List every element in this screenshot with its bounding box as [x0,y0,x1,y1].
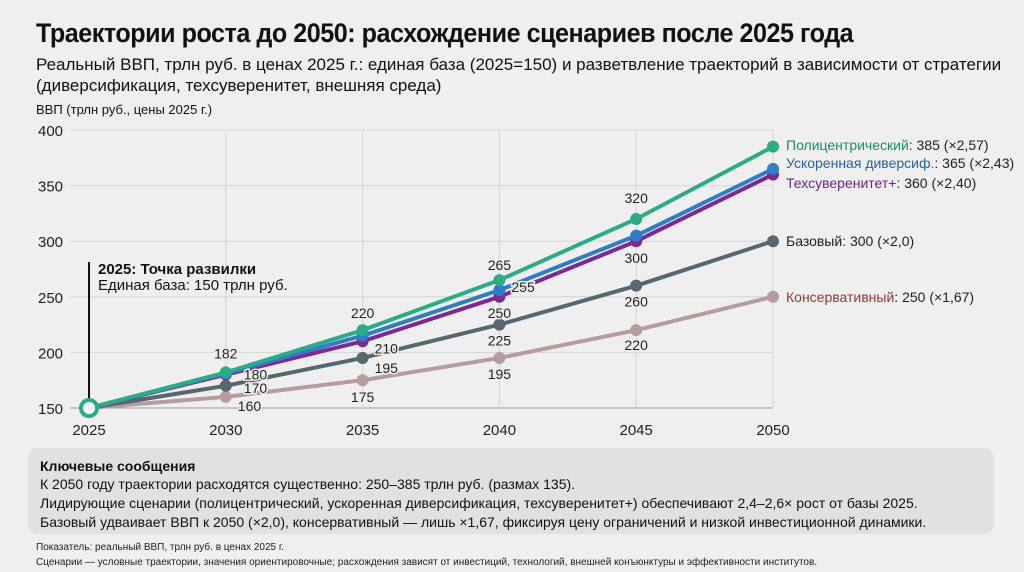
key-messages-heading: Ключевые сообщения [40,458,196,474]
key-message: К 2050 году траектории расходятся сущест… [40,476,576,492]
series-end-label: Базовый: 300 (×2,0) [786,233,914,249]
x-tick-label: 2035 [346,422,379,439]
data-label: 195 [375,360,399,376]
data-point [219,379,232,392]
footnote: Сценарии — условные траектории, значения… [36,557,818,568]
base-point [79,398,99,418]
key-message: Лидирующие сценарии (полицентрический, у… [40,495,918,511]
data-label: 255 [511,279,535,295]
data-label: 210 [375,340,399,356]
y-tick-label: 300 [38,234,63,251]
data-point [767,235,779,248]
data-point [219,366,232,379]
x-tick-label: 2025 [72,422,105,439]
data-point [630,324,643,337]
y-tick-label: 150 [38,401,63,418]
series-end-value: : 300 (×2,0) [842,233,914,249]
series-end-label: Консервативный: 250 (×1,67) [786,289,974,305]
series-name: Полицентрический [786,137,909,153]
data-point [493,351,506,364]
x-tick-label: 2050 [756,422,789,439]
y-axis-label: ВВП (трлн руб., цены 2025 г.) [36,102,213,117]
data-label: 225 [488,333,512,349]
data-label: 320 [625,190,649,206]
data-point [630,279,643,292]
data-point [493,274,506,287]
data-label: 300 [625,250,649,266]
series-name: Техсуверенитет+ [786,175,896,191]
series-line [88,144,774,410]
data-point [493,318,506,331]
data-label: 182 [214,345,238,361]
x-tick-label: 2040 [483,422,516,439]
data-point [767,140,779,153]
data-point [356,324,369,337]
data-label: 180 [244,367,268,383]
series-line [88,239,774,410]
series-end-value: : 250 (×1,67) [894,289,974,305]
data-label: 220 [351,305,375,321]
series-name: Консервативный [786,289,894,305]
y-tick-label: 250 [38,290,63,307]
annotation-text: Единая база: 150 трлн руб. [98,277,288,294]
data-label: 220 [625,337,649,353]
series-end-label: Ускоренная диверсиф.: 365 (×2,43) [786,155,1014,171]
x-tick-label: 2030 [209,422,242,439]
series-end-label: Полицентрический: 385 (×2,57) [786,137,989,153]
data-point [356,374,369,387]
data-label: 175 [351,389,375,405]
series-line [88,294,774,410]
data-label: 265 [488,257,512,273]
chart-title: Траектории роста до 2050: расхождение сц… [36,18,854,48]
data-point [219,390,232,403]
data-point [767,290,779,303]
data-point [630,229,643,242]
data-point [767,162,779,175]
data-point [493,284,506,297]
y-tick-label: 200 [38,345,63,362]
series-end-value: : 365 (×2,43) [934,155,1014,171]
series-end-value: : 360 (×2,40) [896,175,976,191]
x-tick-label: 2045 [620,422,653,439]
data-label: 160 [238,398,262,414]
data-label: 260 [625,294,649,310]
y-tick-label: 350 [38,179,63,196]
y-tick-label: 400 [38,123,63,140]
footnote: Показатель: реальный ВВП, трлн руб. в це… [36,542,285,553]
data-label: 250 [488,305,512,321]
annotation-title: 2025: Точка развилки [98,261,256,278]
chart-subtitle: Реальный ВВП, трлн руб. в ценах 2025 г.:… [36,55,1002,95]
key-message: Базовый удваивает ВВП к 2050 (×2,0), кон… [40,514,927,530]
data-label: 170 [244,380,268,396]
series-end-value: : 385 (×2,57) [909,137,989,153]
series-end-label: Техсуверенитет+: 360 (×2,40) [786,175,976,191]
data-point [356,351,369,364]
data-point [630,212,643,225]
key-messages-box: Ключевые сообщения К 2050 году траектори… [28,448,994,534]
data-label: 195 [488,366,512,382]
series-name: Ускоренная диверсиф. [786,155,934,171]
series-name: Базовый [786,233,842,249]
